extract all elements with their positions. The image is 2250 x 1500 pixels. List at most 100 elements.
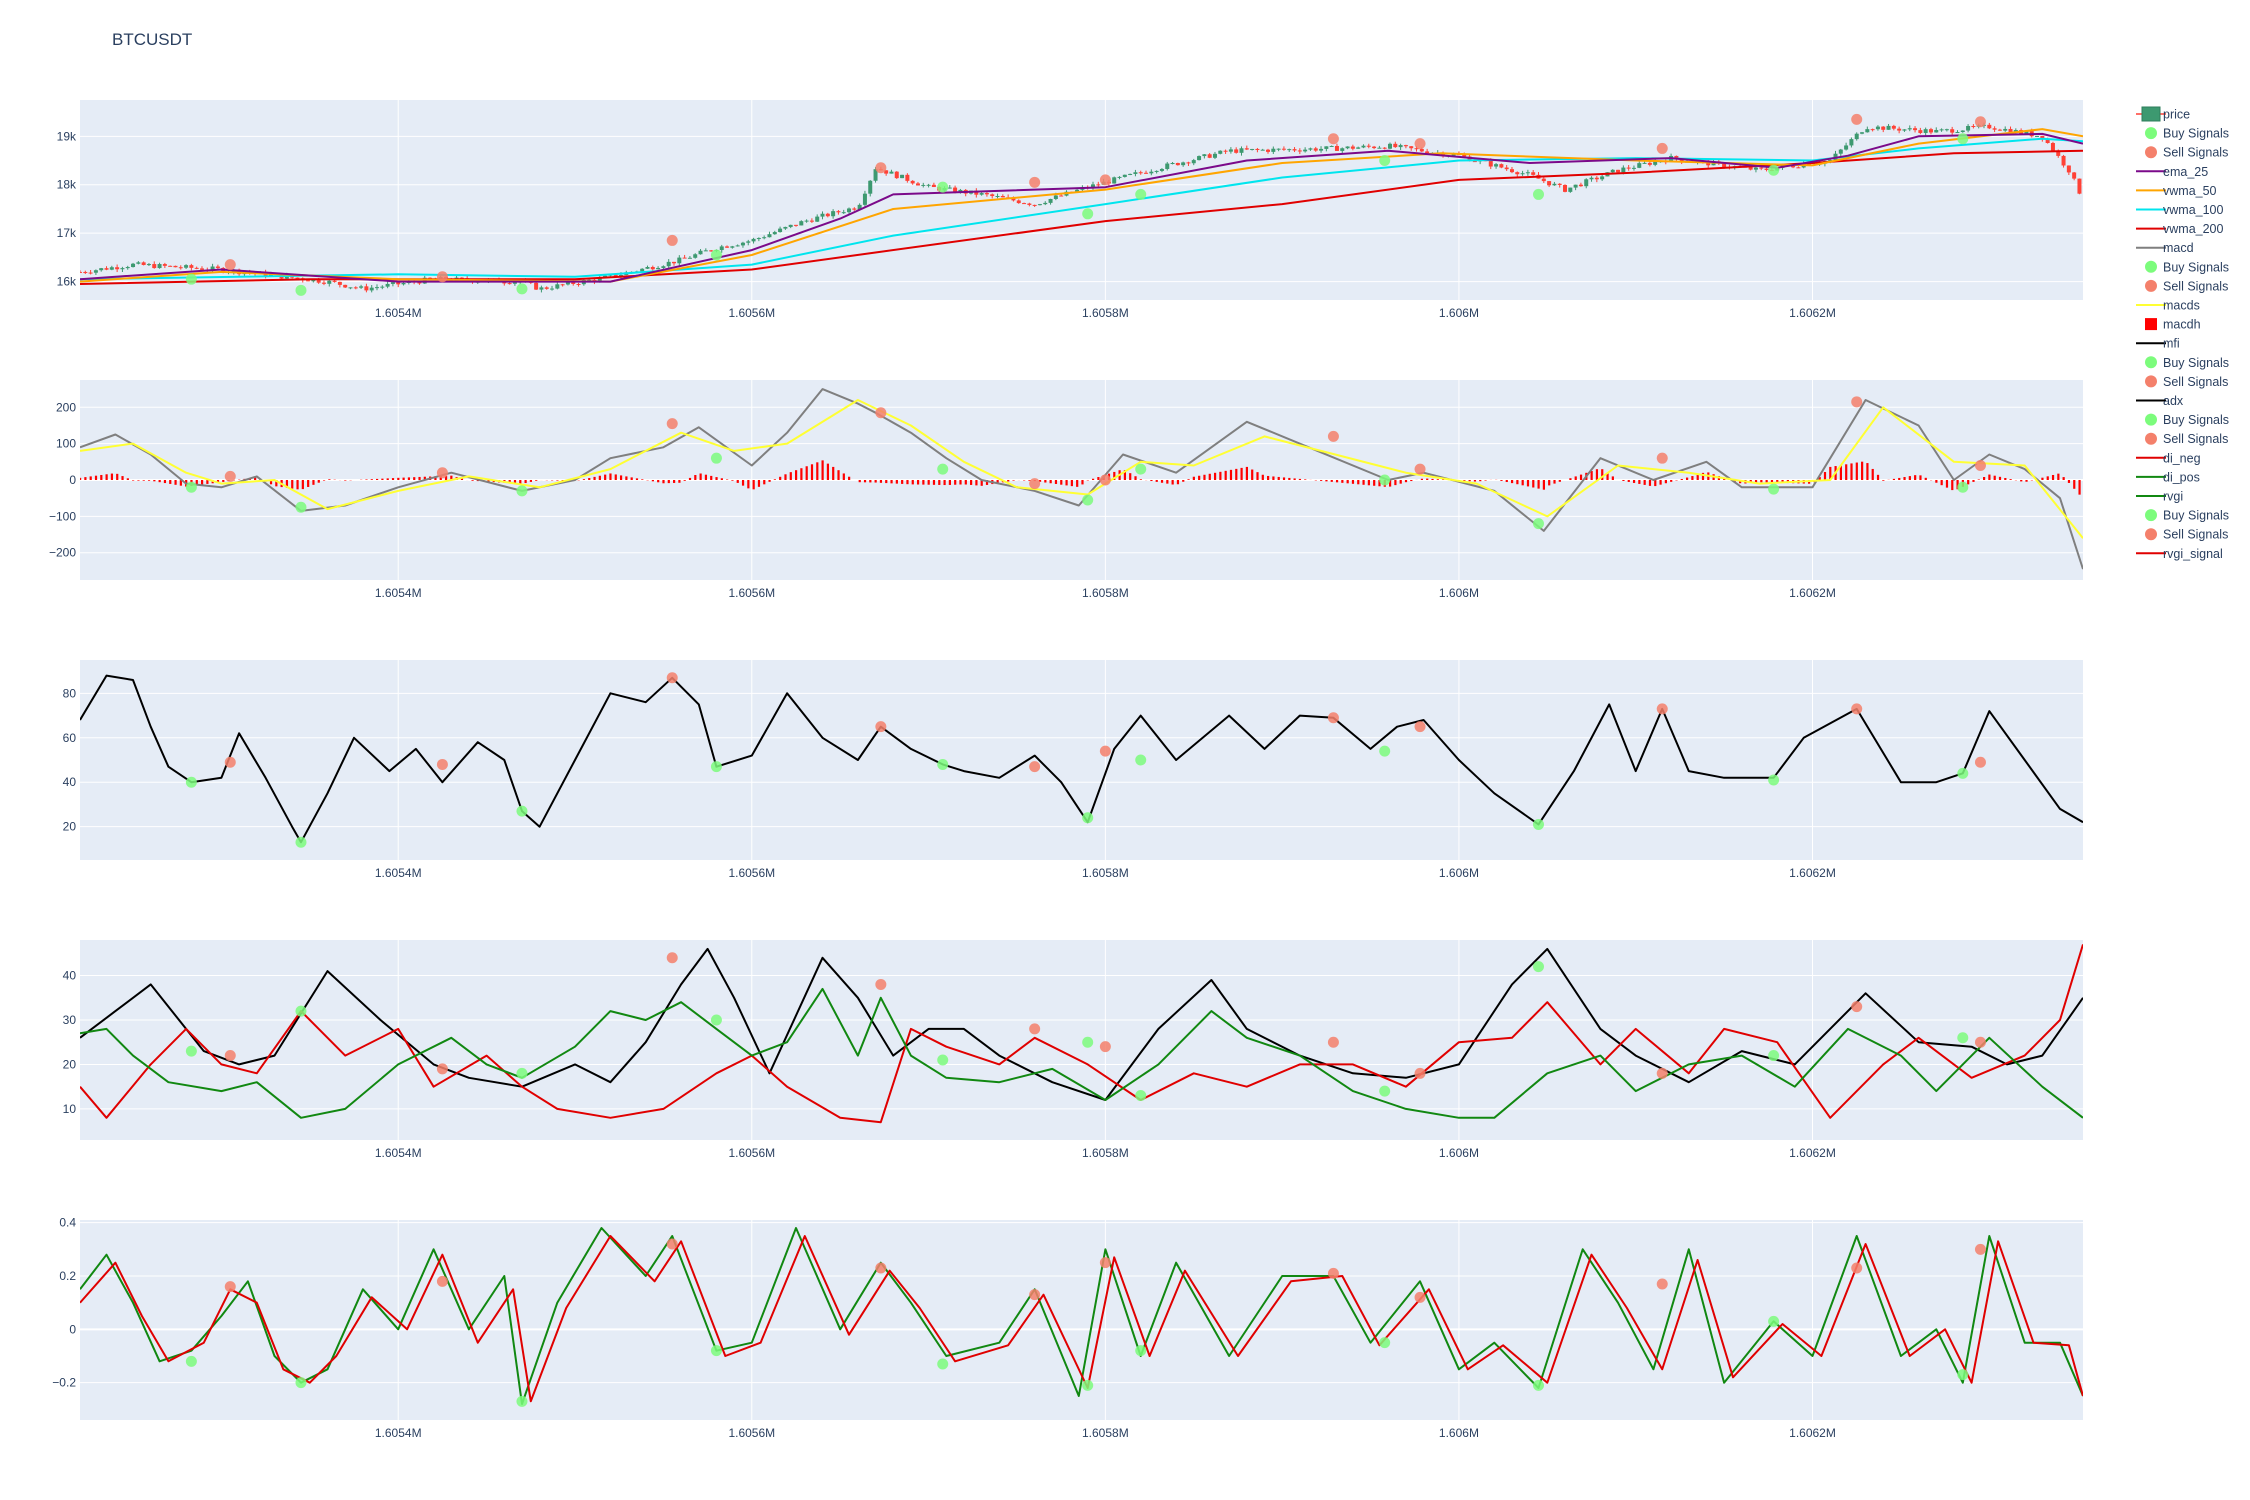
candle-body — [1987, 124, 1992, 129]
macdh-bar — [1914, 475, 1917, 480]
candle-body — [746, 241, 751, 243]
macdh-bar — [1606, 472, 1609, 480]
macdh-bar — [874, 480, 877, 483]
candle-body — [348, 287, 353, 289]
candle-body — [1462, 154, 1467, 157]
sell-signal-marker — [1099, 1041, 1111, 1053]
macdh-bar — [1155, 480, 1158, 482]
sell-signal-marker — [1327, 1036, 1339, 1048]
y-tick-label: 0.2 — [59, 1269, 76, 1283]
candle-body — [173, 265, 178, 268]
candle-body — [380, 286, 385, 288]
legend-label: macds — [2163, 299, 2200, 313]
macdh-bar — [789, 472, 792, 480]
macdh-bar — [439, 476, 442, 480]
macdh-bar — [869, 480, 872, 483]
candle-body — [1955, 132, 1960, 134]
candle-body — [603, 275, 608, 278]
macdh-bar — [519, 480, 522, 484]
di-pos-line — [80, 987, 2083, 1119]
legend-item: mfi — [2136, 337, 2180, 351]
legend-label: macdh — [2163, 318, 2201, 332]
x-tick-label: 1.6054M — [375, 1426, 422, 1440]
candle-body — [168, 265, 173, 267]
sell-signal-marker — [436, 1275, 448, 1287]
macdh-bar — [147, 480, 151, 481]
sell-signal-marker — [1656, 703, 1668, 715]
legend-label: di_pos — [2163, 470, 2200, 484]
buy-signal-marker — [516, 1067, 528, 1079]
macdh-bar — [1367, 480, 1370, 486]
macdh-bar — [1012, 480, 1015, 481]
legend-marker-swatch — [2145, 356, 2157, 369]
macdh-bar — [529, 480, 533, 482]
candle-body — [1393, 143, 1398, 148]
macdh-bar — [132, 480, 135, 481]
macdh-bar — [2073, 480, 2076, 489]
sell-signal-marker — [1851, 1001, 1863, 1013]
macdh-bar — [1855, 462, 1858, 480]
y-tick-label: 17k — [57, 226, 77, 240]
candle-body — [1960, 130, 1965, 133]
candle-body — [1138, 172, 1143, 174]
sell-signal-marker — [1974, 116, 1986, 128]
legend-label: vwma_100 — [2163, 203, 2223, 217]
y-tick-label: 19k — [57, 129, 77, 143]
sell-signal-marker — [1851, 1262, 1863, 1274]
candle-body — [337, 281, 342, 285]
legend-bar-swatch — [2145, 318, 2157, 331]
candle-body — [1096, 184, 1101, 186]
x-tick-label: 1.6054M — [375, 1146, 422, 1160]
chart-title: BTCUSDT — [112, 30, 193, 49]
candle-body — [502, 282, 507, 284]
candle-body — [152, 264, 157, 269]
candle-body — [396, 282, 401, 285]
legend-label: rvgi — [2163, 490, 2183, 504]
candle-body — [1504, 167, 1509, 170]
macdh-bar — [1898, 477, 1901, 480]
x-tick-label: 1.606M — [1439, 1426, 1479, 1440]
candle-body — [661, 266, 666, 268]
macdh-bar — [630, 477, 633, 480]
macdh-bar — [1150, 480, 1153, 482]
macdh-bar — [344, 480, 347, 481]
candle-body — [1297, 150, 1302, 152]
rvgi-line — [80, 1227, 2083, 1405]
macdh-bar — [1113, 471, 1116, 480]
macdh-bar — [434, 476, 437, 480]
macdh-bar — [376, 478, 379, 480]
macdh-bar — [275, 480, 278, 487]
candle-body — [555, 284, 560, 289]
macdh-bar — [1198, 475, 1201, 480]
buy-signal-marker — [1532, 1379, 1544, 1391]
macdh-bar — [397, 477, 400, 480]
buy-signal-marker — [1532, 518, 1544, 530]
buy-signal-marker — [295, 284, 307, 296]
y-tick-label: 200 — [56, 400, 76, 414]
candle-body — [1520, 173, 1525, 175]
macdh-bar — [1659, 480, 1662, 485]
sell-signal-marker — [1029, 1023, 1041, 1035]
candle-body — [1875, 126, 1880, 130]
macdh-bar — [1267, 475, 1270, 480]
macdh-bar — [975, 480, 978, 486]
candle-body — [1159, 168, 1164, 171]
macdh-bar — [1245, 466, 1248, 480]
macdh-bar — [1553, 480, 1556, 484]
candle-body — [1419, 148, 1424, 152]
x-tick-label: 1.6062M — [1789, 866, 1836, 880]
candle-body — [544, 287, 549, 289]
candle-body — [1218, 150, 1223, 154]
sell-signal-marker — [436, 1063, 448, 1075]
candle-body — [534, 282, 539, 290]
sell-signal-marker — [1851, 113, 1863, 125]
macdh-bar — [1129, 473, 1132, 480]
panel-rvgi: 1.6054M 1.6056M 1.6058M 1.606M 1.6062M −0.2 0 0… — [52, 1216, 2083, 1440]
candle-body — [841, 212, 846, 214]
candle-body — [825, 213, 830, 217]
candle-body — [1175, 163, 1180, 166]
candle-body — [369, 287, 374, 291]
buy-signal-marker — [1532, 818, 1544, 830]
rvgi-signal-line — [80, 1235, 2083, 1403]
